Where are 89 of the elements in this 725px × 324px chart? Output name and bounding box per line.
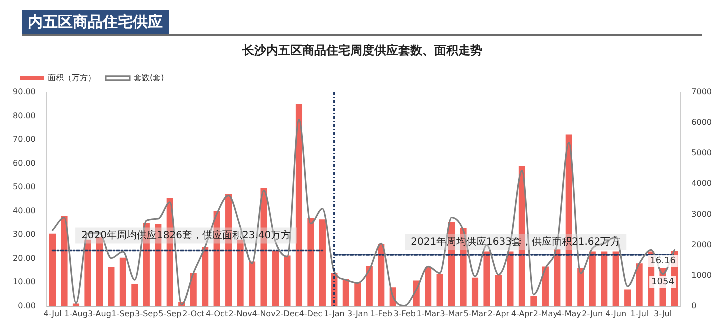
bar xyxy=(495,275,502,306)
bar xyxy=(120,258,126,306)
x-tick-label: 4-Dec xyxy=(299,309,323,318)
x-tick-label: 2-Oct xyxy=(182,309,205,318)
x-tick-label: 1-Sep xyxy=(112,309,135,318)
bar xyxy=(308,218,314,306)
bar xyxy=(202,246,209,306)
x-tick-label: 4-Apr xyxy=(511,309,534,318)
bar xyxy=(578,268,584,306)
bar xyxy=(96,237,103,306)
y2-tick-label: 5000 xyxy=(692,148,712,158)
x-tick-label: 1-Jul xyxy=(630,309,649,318)
bar xyxy=(366,266,373,306)
x-tick-label: 4-Nov xyxy=(252,309,276,318)
y-tick-label: 50.00 xyxy=(12,182,36,192)
y-tick-label: 40.00 xyxy=(12,206,36,216)
annotation: 2021年周均供应1633套，供应面积21.62万方 xyxy=(411,236,621,248)
x-tick-label: 3-Jan xyxy=(348,309,368,318)
bar xyxy=(554,249,561,306)
x-tick-label: 3-Aug xyxy=(88,309,112,318)
bar xyxy=(472,278,479,306)
bar xyxy=(507,252,514,306)
bar xyxy=(601,252,608,306)
y-tick-label: 60.00 xyxy=(12,158,36,168)
bar xyxy=(190,273,197,306)
x-tick-label: 1-Feb xyxy=(370,309,392,318)
legend-label: 面积（万方） xyxy=(48,73,96,82)
bar xyxy=(612,252,620,306)
bar xyxy=(248,262,256,306)
bar xyxy=(624,290,632,306)
y-tick-label: 90.00 xyxy=(12,87,36,96)
data-label: 16.16 xyxy=(650,256,676,266)
line-series xyxy=(52,119,676,306)
bar xyxy=(61,216,68,306)
bar xyxy=(378,244,385,306)
x-tick-label: 1-Aug xyxy=(64,309,88,318)
bar xyxy=(436,274,444,306)
y2-tick-label: 0 xyxy=(692,301,697,310)
x-tick-label: 4-Jun xyxy=(606,309,627,318)
bar xyxy=(108,267,115,306)
x-tick-label: 3-Jul xyxy=(654,309,672,318)
bar xyxy=(132,284,138,306)
bar xyxy=(272,251,280,306)
x-tick-label: 5-Mar xyxy=(464,309,488,318)
bar xyxy=(636,264,643,306)
x-tick-label: 3-Sep xyxy=(135,309,158,318)
x-tick-label: 3-Feb xyxy=(394,309,416,318)
bar xyxy=(237,240,244,306)
bar xyxy=(589,252,596,306)
x-tick-label: 2-Dec xyxy=(276,309,300,318)
x-tick-label: 4-Jul xyxy=(44,309,62,318)
y-tick-label: 30.00 xyxy=(12,230,36,240)
bar xyxy=(425,267,432,306)
y-tick-label: 80.00 xyxy=(12,111,36,120)
x-tick-label: 2-Nov xyxy=(228,309,253,318)
y2-tick-label: 4000 xyxy=(692,179,712,188)
y-tick-label: 10.00 xyxy=(12,278,36,287)
chart-subtitle: 长沙内五区商品住宅周度供应套数、面积走势 xyxy=(242,43,482,58)
bar xyxy=(530,296,538,306)
x-tick-label: 4-May xyxy=(556,309,582,318)
bar xyxy=(342,279,350,306)
x-tick-label: 3-Mar xyxy=(440,309,464,318)
x-tick-label: 2-May xyxy=(533,309,558,318)
data-label: 1054 xyxy=(652,278,675,288)
bar xyxy=(49,234,56,306)
bar xyxy=(284,256,291,306)
y2-tick-label: 1000 xyxy=(692,270,712,280)
y-tick-label: 20.00 xyxy=(12,254,36,263)
x-tick-label: 2-Apr xyxy=(488,309,510,318)
bar xyxy=(542,266,549,306)
y2-tick-label: 7000 xyxy=(692,87,712,96)
x-tick-label: 4-Oct xyxy=(206,309,228,318)
x-tick-label: 1-Mar xyxy=(416,309,441,318)
x-tick-label: 5-Sep xyxy=(158,309,182,318)
y-tick-label: 0.00 xyxy=(18,301,36,310)
bar xyxy=(354,283,362,306)
y2-tick-label: 6000 xyxy=(692,118,712,128)
y2-tick-label: 3000 xyxy=(692,210,712,219)
y2-tick-label: 2000 xyxy=(692,240,712,250)
bar xyxy=(484,252,490,306)
chart-title: 内五区商品住宅供应 xyxy=(22,10,169,35)
bar xyxy=(319,220,326,306)
bar xyxy=(84,240,92,306)
legend-label: 套数(套) xyxy=(134,73,164,82)
x-tick-label: 1-Jan xyxy=(324,309,345,318)
y-tick-label: 70.00 xyxy=(12,135,36,144)
annotation: 2020年周均供应1826套，供应面积23.40万方 xyxy=(82,229,292,242)
bar xyxy=(296,104,303,306)
x-tick-label: 2-Jun xyxy=(582,309,604,318)
